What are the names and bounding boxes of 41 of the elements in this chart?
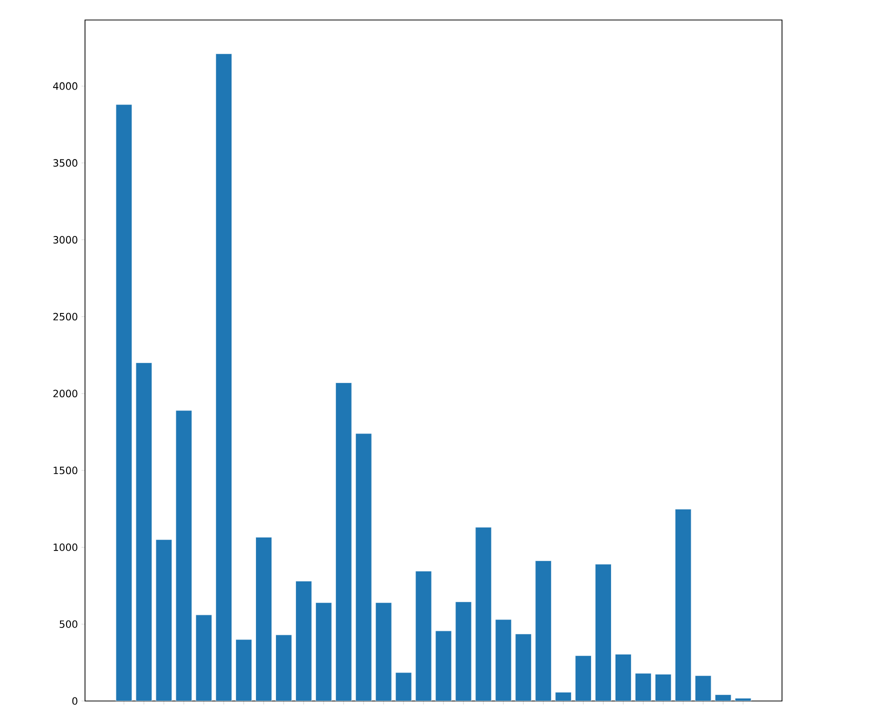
- bar: [116, 104, 132, 701]
- bar: [256, 537, 272, 701]
- bar: [595, 564, 612, 701]
- bar: [415, 570, 432, 701]
- y-tick-label: 2000: [53, 390, 78, 398]
- bar: [395, 672, 412, 701]
- y-tick-label: 1000: [54, 543, 78, 552]
- bar: [236, 639, 252, 701]
- bar: [535, 560, 552, 701]
- bar: [455, 602, 472, 701]
- bar: [694, 675, 712, 701]
- bar: [375, 602, 392, 701]
- bar: [575, 655, 592, 701]
- y-tick-label: 500: [60, 620, 78, 628]
- bar: [355, 433, 372, 701]
- bar: [515, 634, 532, 701]
- bar: [475, 527, 492, 701]
- y-tick-label: 3500: [53, 159, 78, 167]
- bar: [276, 634, 292, 701]
- bar: [156, 539, 172, 701]
- bar: [734, 698, 752, 701]
- bar: [136, 362, 152, 701]
- bar: [296, 580, 312, 701]
- y-tick-label: 0: [72, 697, 78, 705]
- bar: [555, 692, 572, 701]
- bar: [654, 674, 672, 701]
- y-tick-label: 3000: [53, 236, 78, 244]
- y-tick-label: 1500: [54, 466, 78, 474]
- y-tick-label: 4000: [53, 82, 78, 90]
- bar: [435, 630, 452, 701]
- bar: [335, 382, 352, 701]
- bar: [176, 410, 192, 701]
- bar: [635, 673, 652, 701]
- bar: [495, 619, 512, 701]
- bar: [315, 602, 332, 701]
- y-tick-label: 2500: [53, 312, 78, 320]
- bar: [615, 654, 632, 701]
- bar: [196, 614, 212, 701]
- bar: [714, 694, 732, 701]
- bar: [674, 508, 692, 701]
- bar: [216, 54, 232, 701]
